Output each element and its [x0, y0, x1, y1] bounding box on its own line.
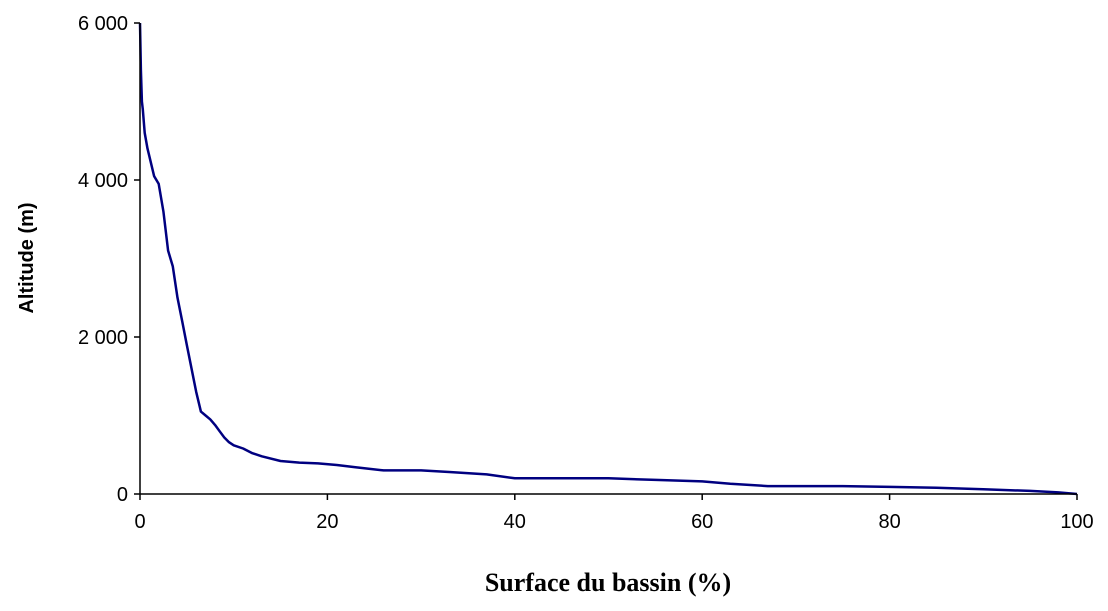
- x-tick-label: 40: [504, 511, 526, 533]
- x-tick-label: 20: [316, 511, 338, 533]
- y-tick-label: 0: [117, 484, 128, 506]
- y-tick-label: 4 000: [78, 170, 128, 192]
- x-tick-label: 80: [878, 511, 900, 533]
- y-tick-label: 2 000: [78, 327, 128, 349]
- x-tick-label: 100: [1060, 511, 1093, 533]
- y-axis-title: Altitude (m): [16, 202, 38, 313]
- y-tick-label: 6 000: [78, 13, 128, 35]
- plot-area: [138, 22, 1078, 496]
- x-tick-label: 60: [691, 511, 713, 533]
- x-axis: 0 20 40 60 80 100: [134, 493, 1094, 533]
- y-axis: 0 2 000 4 000 6 000: [78, 13, 141, 506]
- x-axis-title: Surface du bassin (%): [485, 568, 731, 597]
- series-line: [138, 22, 1078, 496]
- x-tick-label: 0: [134, 511, 145, 533]
